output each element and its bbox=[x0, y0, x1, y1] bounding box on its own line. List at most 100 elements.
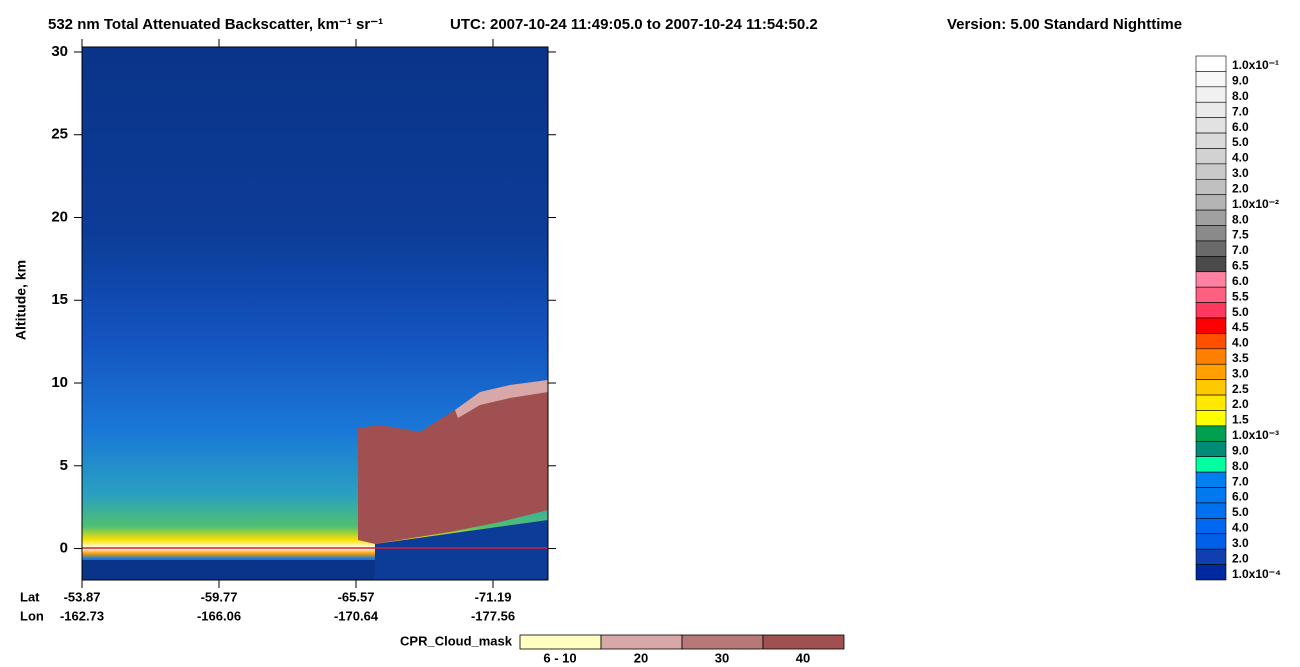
colorbar-swatch bbox=[1195, 425, 1227, 442]
plot-frame bbox=[81, 46, 549, 581]
cloud-mask-swatch bbox=[681, 634, 764, 650]
colorbar-label: 3.5 bbox=[1232, 351, 1249, 365]
colorbar-label: 2.0 bbox=[1232, 397, 1249, 411]
colorbar-swatch bbox=[1195, 101, 1227, 118]
colorbar-label: 2.0 bbox=[1232, 551, 1249, 565]
colorbar-swatch bbox=[1195, 456, 1227, 473]
y-tick-label: 15 bbox=[51, 291, 68, 308]
colorbar-label: 5.0 bbox=[1232, 505, 1249, 519]
cloud-mask-swatch bbox=[519, 634, 602, 650]
colorbar-swatch bbox=[1195, 348, 1227, 365]
colorbar-label: 1.0x10⁻³ bbox=[1232, 428, 1279, 442]
colorbar-swatch bbox=[1195, 132, 1227, 149]
colorbar-label: 6.0 bbox=[1232, 490, 1249, 504]
colorbar-label: 4.0 bbox=[1232, 151, 1249, 165]
y-tick-label: 5 bbox=[60, 457, 68, 474]
lon-tick-label: -162.73 bbox=[60, 608, 104, 623]
curtain bbox=[82, 47, 548, 580]
colorbar-swatch bbox=[1195, 394, 1227, 411]
colorbar-swatch bbox=[1195, 471, 1227, 488]
subsurface bbox=[82, 560, 375, 580]
colorbar-swatch bbox=[1195, 317, 1227, 334]
colorbar-swatch bbox=[1195, 410, 1227, 427]
lat-tick-label: -53.87 bbox=[64, 589, 101, 604]
colorbar-label: 4.0 bbox=[1232, 336, 1249, 350]
colorbar-swatch bbox=[1195, 548, 1227, 565]
lon-label: Lon bbox=[20, 608, 44, 623]
colorbar-swatch bbox=[1195, 440, 1227, 458]
utc-range: UTC: 2007-10-24 11:49:05.0 to 2007-10-24… bbox=[450, 16, 818, 33]
colorbar-label: 3.0 bbox=[1232, 366, 1249, 380]
colorbar-swatch bbox=[1195, 240, 1227, 257]
y-tick-label: 30 bbox=[51, 43, 68, 60]
colorbar-swatch bbox=[1195, 71, 1227, 88]
colorbar-label: 7.0 bbox=[1232, 104, 1249, 118]
colorbar-swatch bbox=[1195, 333, 1227, 350]
colorbar-label: 7.0 bbox=[1232, 474, 1249, 488]
y-tick-label: 25 bbox=[51, 126, 68, 143]
colorbar-label: 7.5 bbox=[1232, 228, 1249, 242]
colorbar-swatch bbox=[1195, 225, 1227, 242]
colorbar-swatch bbox=[1195, 209, 1227, 226]
colorbar-label: 5.0 bbox=[1232, 135, 1249, 149]
colorbar-swatch bbox=[1195, 533, 1227, 550]
colorbar-label: 6.0 bbox=[1232, 120, 1249, 134]
colorbar-label: 9.0 bbox=[1232, 74, 1249, 88]
colorbar-label: 9.0 bbox=[1232, 443, 1249, 457]
cloud-mask-class: 30 bbox=[715, 650, 729, 665]
lat-tick-label: -65.57 bbox=[338, 589, 375, 604]
colorbar-swatch bbox=[1195, 194, 1227, 211]
lon-tick-label: -166.06 bbox=[197, 608, 241, 623]
colorbar-label: 7.0 bbox=[1232, 243, 1249, 257]
colorbar-label: 5.0 bbox=[1232, 305, 1249, 319]
version: Version: 5.00 Standard Nighttime bbox=[947, 16, 1182, 33]
colorbar-label: 8.0 bbox=[1232, 89, 1249, 103]
colorbar-swatch bbox=[1195, 302, 1227, 319]
colorbar-label: 6.0 bbox=[1232, 274, 1249, 288]
cloud bbox=[358, 380, 548, 544]
colorbar-swatch bbox=[1195, 55, 1227, 72]
colorbar-label: 8.0 bbox=[1232, 459, 1249, 473]
colorbar-label: 3.0 bbox=[1232, 536, 1249, 550]
colorbar-label: 1.0x10⁻¹ bbox=[1232, 58, 1279, 72]
cloud-mask-class: 40 bbox=[796, 650, 810, 665]
colorbar-label: 8.0 bbox=[1232, 212, 1249, 226]
y-axis-label: Altitude, km bbox=[13, 260, 29, 340]
colorbar-label: 4.0 bbox=[1232, 521, 1249, 535]
cloud-mask-swatch bbox=[600, 634, 683, 650]
y-tick-label: 10 bbox=[51, 374, 68, 391]
lat-tick-label: -71.19 bbox=[475, 589, 512, 604]
colorbar-swatch bbox=[1195, 271, 1227, 288]
colorbar-label: 6.5 bbox=[1232, 259, 1249, 273]
surface-shadow bbox=[375, 520, 548, 580]
colorbar-label: 2.0 bbox=[1232, 181, 1249, 195]
colorbar-swatch bbox=[1195, 148, 1227, 165]
lon-tick-label: -177.56 bbox=[471, 608, 515, 623]
colorbar-label: 1.0x10⁻⁴ bbox=[1232, 567, 1281, 581]
colorbar-swatch bbox=[1195, 117, 1227, 134]
colorbar-swatch bbox=[1195, 487, 1227, 504]
cloud-mask-swatch bbox=[762, 634, 845, 650]
y-tick-label: 0 bbox=[60, 540, 68, 557]
cloud-top bbox=[455, 380, 548, 418]
colorbar-swatch bbox=[1195, 286, 1227, 303]
lat-tick-label: -59.77 bbox=[201, 589, 238, 604]
y-tick-label: 20 bbox=[51, 208, 68, 225]
colorbar-label: 1.5 bbox=[1232, 413, 1249, 427]
colorbar-swatch bbox=[1195, 502, 1227, 519]
colorbar-swatch bbox=[1195, 256, 1227, 273]
colorbar-swatch bbox=[1195, 363, 1227, 380]
colorbar-label: 3.0 bbox=[1232, 166, 1249, 180]
colorbar-swatch bbox=[1195, 86, 1227, 103]
colorbar-label: 4.5 bbox=[1232, 320, 1249, 334]
colorbar-swatch bbox=[1195, 564, 1227, 581]
colorbar-swatch bbox=[1195, 518, 1227, 535]
cloud-mask-class: 6 - 10 bbox=[543, 650, 576, 665]
colorbar-swatch bbox=[1195, 178, 1227, 196]
colorbar-label: 1.0x10⁻² bbox=[1232, 197, 1279, 211]
colorbar-label: 2.5 bbox=[1232, 382, 1249, 396]
cloud-mask-class: 20 bbox=[634, 650, 648, 665]
colorbar-swatch bbox=[1195, 163, 1227, 180]
lon-tick-label: -170.64 bbox=[334, 608, 379, 623]
